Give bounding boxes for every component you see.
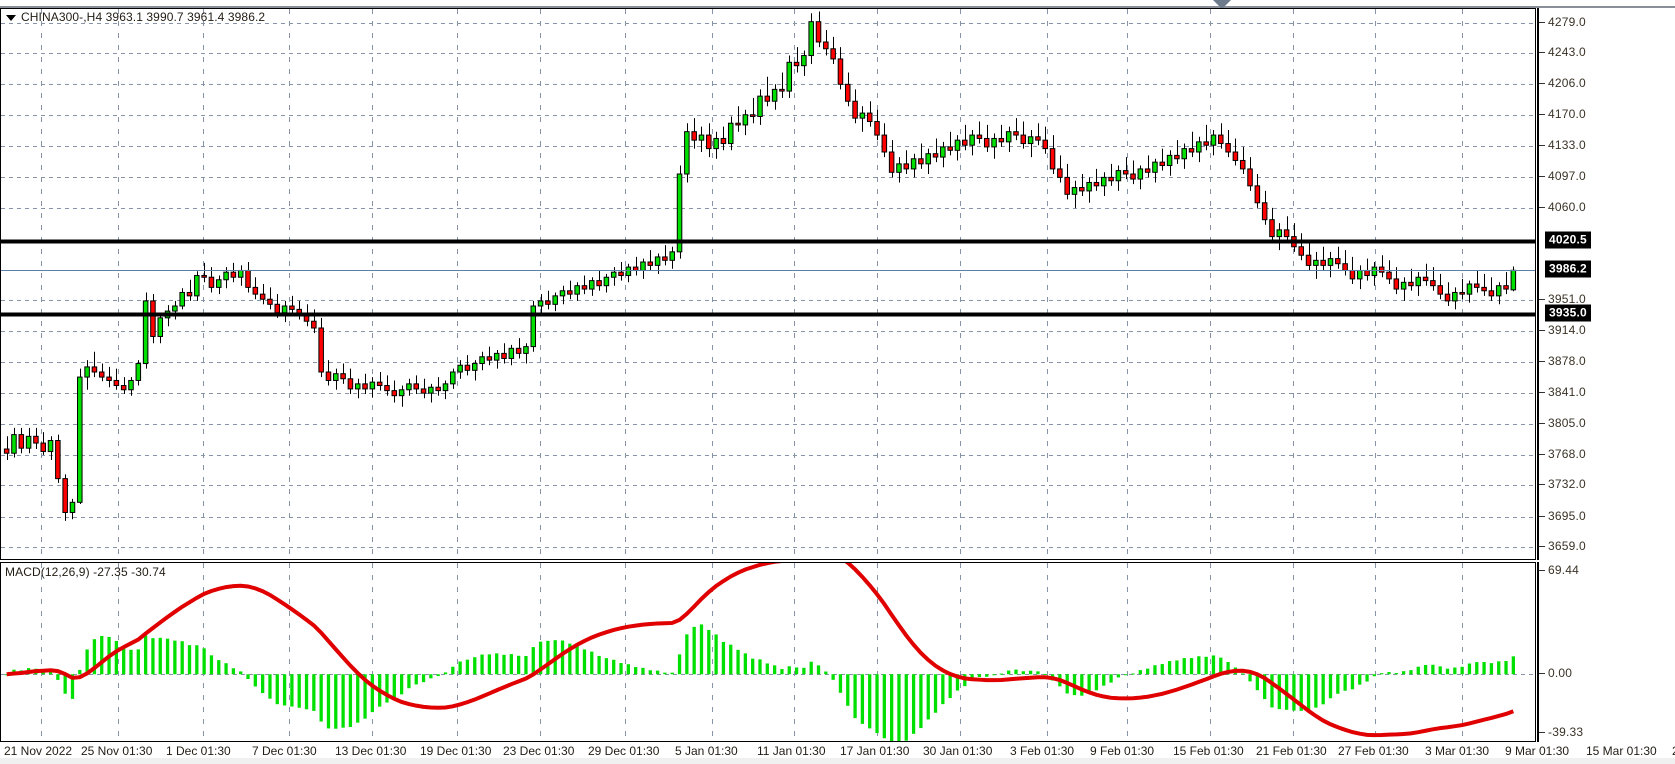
macd-tick-label: 69.44 [1548,563,1580,578]
price-tick-label: 3878.0 [1548,353,1586,368]
price-tick-label: 4097.0 [1548,168,1586,183]
time-axis-label: 9 Feb 01:30 [1090,744,1155,758]
time-axis-label: 7 Dec 01:30 [252,744,317,758]
time-axis-label: 30 Jan 01:30 [923,744,993,758]
price-tick-mark [1539,546,1545,547]
price-tick-label: 4206.0 [1548,76,1586,91]
price-scale-axis-line [1537,8,1539,560]
macd-tick-label: -39.33 [1548,724,1584,739]
price-tick-mark [1539,330,1545,331]
symbol-ohlc-label: CHINA300-,H4 3963.1 3990.7 3961.4 3986.2 [21,10,266,24]
macd-title: MACD(12,26,9) -27.35 -30.74 [5,565,166,579]
macd-tick-mark [1539,673,1545,674]
macd-tick-label: 0.00 [1548,666,1573,681]
price-tick-mark [1539,145,1545,146]
time-axis-label: 9 Mar 01:30 [1505,744,1570,758]
price-tick-mark [1539,22,1545,23]
status-bar [0,758,1675,764]
price-tick-label: 4243.0 [1548,45,1586,59]
macd-scale[interactable]: 69.44 0.00 -39.33 [1537,562,1675,742]
symbol-header[interactable]: CHINA300-,H4 3963.1 3990.7 3961.4 3986.2 [6,10,265,24]
price-level-badge[interactable]: 4020.5 [1545,231,1591,249]
time-axis-label: 15 Mar 01:30 [1586,744,1657,758]
time-axis-label: 3 Mar 01:30 [1425,744,1490,758]
top-divider [0,6,1675,8]
price-tick-label: 3695.0 [1548,508,1586,523]
price-tick-mark [1539,114,1545,115]
time-axis-label: 13 Dec 01:30 [335,744,407,758]
macd-tick-mark [1539,732,1545,733]
time-axis-label: 1 Dec 01:30 [166,744,231,758]
price-tick-mark [1539,392,1545,393]
time-axis-label: 29 Dec 01:30 [588,744,660,758]
time-axis-label: 17 Jan 01:30 [840,744,910,758]
price-tick-mark [1539,176,1545,177]
price-tick-mark [1539,361,1545,362]
price-chart-pane[interactable] [0,8,1536,560]
price-tick-label: 3841.0 [1548,385,1586,400]
price-tick-mark [1539,83,1545,84]
price-tick-label: 3732.0 [1548,477,1586,492]
time-axis-label: 21 Mar 01:30 [1672,744,1675,758]
chevron-down-icon[interactable] [1213,0,1231,9]
price-tick-label: 4060.0 [1548,199,1586,214]
time-axis-label: 19 Dec 01:30 [420,744,492,758]
time-axis-label: 21 Nov 2022 [4,744,73,758]
time-axis-label: 27 Feb 01:30 [1338,744,1409,758]
price-tick-mark [1539,484,1545,485]
price-tick-mark [1539,299,1545,300]
window-top-strip [0,0,1675,9]
price-tick-label: 3914.0 [1548,323,1586,338]
price-chart-canvas [1,9,1535,559]
price-tick-label: 3951.0 [1548,292,1586,307]
time-axis-label: 11 Jan 01:30 [757,744,826,758]
time-axis-label: 25 Nov 01:30 [81,744,153,758]
triangle-down-icon[interactable] [6,14,16,21]
macd-tick-mark [1539,570,1545,571]
price-tick-mark [1539,52,1545,53]
price-tick-label: 4279.0 [1548,14,1586,29]
price-scale[interactable]: 4279.0 4243.0 4206.0 4170.0 4133.0 4097.0 4060… [1537,8,1675,560]
price-tick-label: 3805.0 [1548,415,1586,430]
price-tick-mark [1539,207,1545,208]
price-tick-label: 4170.0 [1548,106,1586,121]
time-axis-label: 23 Dec 01:30 [503,744,575,758]
time-axis-label: 21 Feb 01:30 [1256,744,1327,758]
price-level-badge[interactable]: 3986.2 [1545,260,1591,278]
macd-scale-axis-line [1537,562,1539,742]
time-axis-label: 3 Feb 01:30 [1010,744,1075,758]
macd-chart-canvas [1,563,1535,741]
price-tick-mark [1539,516,1545,517]
price-tick-label: 3659.0 [1548,539,1586,554]
price-level-badge[interactable]: 3935.0 [1545,304,1591,322]
price-tick-label: 4133.0 [1548,138,1586,153]
price-tick-mark [1539,454,1545,455]
price-tick-label: 3768.0 [1548,446,1586,461]
price-tick-mark [1539,423,1545,424]
macd-chart-pane[interactable] [0,562,1536,742]
time-axis-label: 5 Jan 01:30 [675,744,738,758]
time-axis-label: 15 Feb 01:30 [1173,744,1244,758]
